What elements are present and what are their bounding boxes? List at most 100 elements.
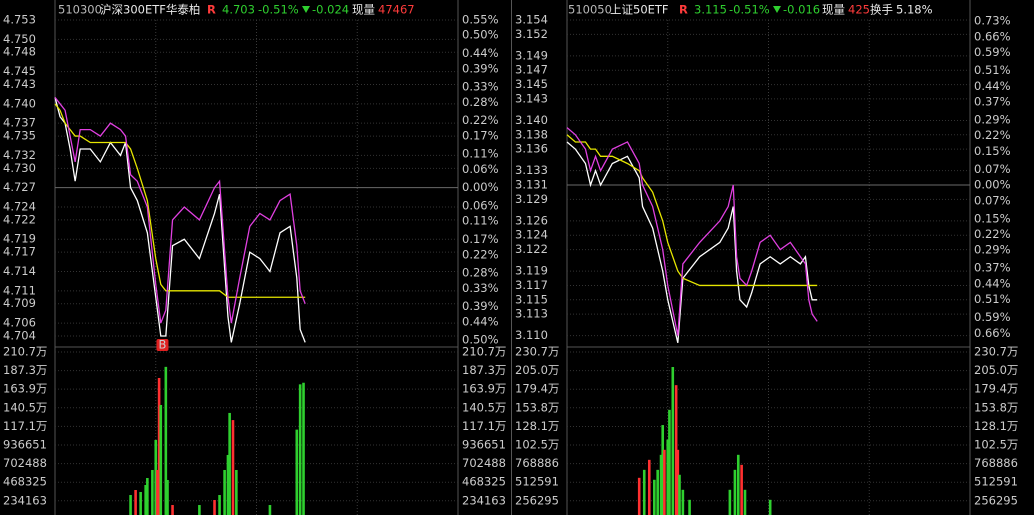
trade-marker-label: B [159,338,167,352]
security-name: 沪深300ETF华泰柏 [100,3,200,17]
y2-tick-label: 0.22% [462,113,499,127]
y2-tick-label: 0.11% [462,147,499,161]
volume: 47467 [378,3,415,17]
volume-bar [164,366,168,515]
y-tick-label: 4.724 [3,200,36,214]
price-line [54,96,306,324]
volume-bar [668,409,671,515]
y2-tick-label: 210.7万 [462,345,506,359]
y2-tick-label: 0.51% [974,292,1011,306]
y-tick-label: 3.110 [515,328,548,342]
flag: R [679,3,688,17]
y2-tick-label: 117.1万 [462,419,506,433]
change: -0.024 [312,3,349,17]
y2-tick-label: 205.0万 [974,363,1018,377]
down-arrow [773,6,781,13]
y-tick-label: 102.5万 [515,438,559,452]
y-tick-label: 4.719 [3,232,36,246]
y-tick-label: 4.709 [3,296,36,310]
y2-tick-label: 0.07% [974,193,1011,207]
y2-tick-label: 128.1万 [974,419,1018,433]
volume-bar [171,505,174,515]
volume-bar [144,484,147,515]
volume-bar [676,449,680,515]
y-tick-label: 4.711 [3,283,36,297]
y2-tick-label: 0.66% [974,29,1011,43]
y-tick-label: 936651 [3,437,47,451]
y-tick-label: 4.714 [3,264,36,278]
volume-bar [740,464,743,515]
y-tick-label: 4.722 [3,212,36,226]
y2-tick-label: 0.33% [462,281,499,295]
volume-bar [736,454,740,515]
volume-bar [166,479,169,515]
volume-bar [653,479,656,515]
y-tick-label: 163.9万 [3,382,47,396]
volume-bar [298,384,302,515]
volume-bar [159,404,163,515]
volume-bar [642,469,646,515]
volume-bar [213,500,216,515]
y-tick-label: 3.117 [515,278,548,292]
y2-tick-label: 0.06% [462,162,499,176]
y-tick-label: 3.143 [515,91,548,105]
y-tick-label: 3.115 [515,292,548,306]
y2-tick-label: 0.37% [974,261,1011,275]
volume-bar [154,439,158,515]
volume-bar [728,489,732,515]
y2-tick-label: 468325 [462,475,506,489]
y2-tick-label: 0.28% [462,266,499,280]
code: 510300 [58,3,102,17]
y2-tick-label: 0.22% [974,128,1011,142]
y2-tick-label: 0.06% [462,198,499,212]
y-tick-label: 3.138 [515,127,548,141]
y2-tick-label: 187.3万 [462,363,506,377]
volume-bar [661,425,665,515]
y-tick-label: 468325 [3,475,47,489]
volume-bar [157,377,161,515]
price-line [566,127,818,336]
y2-tick-label: 702488 [462,456,506,470]
y-tick-label: 3.122 [515,242,548,256]
y-tick-label: 140.5万 [3,400,47,414]
volume-bar [637,477,641,515]
y-tick-label: 4.750 [3,32,36,46]
y2-tick-label: 179.4万 [974,382,1018,396]
volume-bar [139,491,142,515]
y-tick-label: 512591 [515,475,559,489]
y2-tick-label: 0.73% [974,14,1011,28]
y-tick-label: 768886 [515,456,559,470]
y-tick-label: 4.745 [3,64,36,78]
y2-tick-label: 0.51% [974,63,1011,77]
y-tick-label: 3.119 [515,264,548,278]
y2-tick-label: 0.59% [974,45,1011,59]
volume-bar [226,454,230,515]
volume-bar [768,499,772,515]
y-tick-label: 3.149 [515,48,548,62]
y2-tick-label: 0.44% [974,276,1011,290]
turnover-label: 换手 [870,3,893,17]
price: 3.115 [694,3,727,17]
y2-tick-label: 153.8万 [974,400,1018,414]
y2-tick-label: 0.17% [462,128,499,142]
code: 510050 [568,3,612,17]
y-tick-label: 4.743 [3,77,36,91]
y-tick-label: 3.113 [515,307,548,321]
volume-bar [198,505,201,515]
y-tick-label: 210.7万 [3,345,47,359]
volume-bar [231,420,235,515]
y2-tick-label: 0.50% [462,333,499,347]
turnover: 5.18% [896,3,933,17]
y2-tick-label: 0.15% [974,144,1011,158]
y2-tick-label: 0.37% [974,94,1011,108]
volume-bar [302,382,305,515]
y-tick-label: 3.154 [515,13,548,27]
y2-tick-label: 0.17% [462,232,499,246]
y2-tick-label: 512591 [974,475,1018,489]
y-tick-label: 3.140 [515,113,548,127]
volume-bar [268,505,272,515]
y2-tick-label: 0.00% [462,180,499,194]
volume-bar [656,469,659,515]
